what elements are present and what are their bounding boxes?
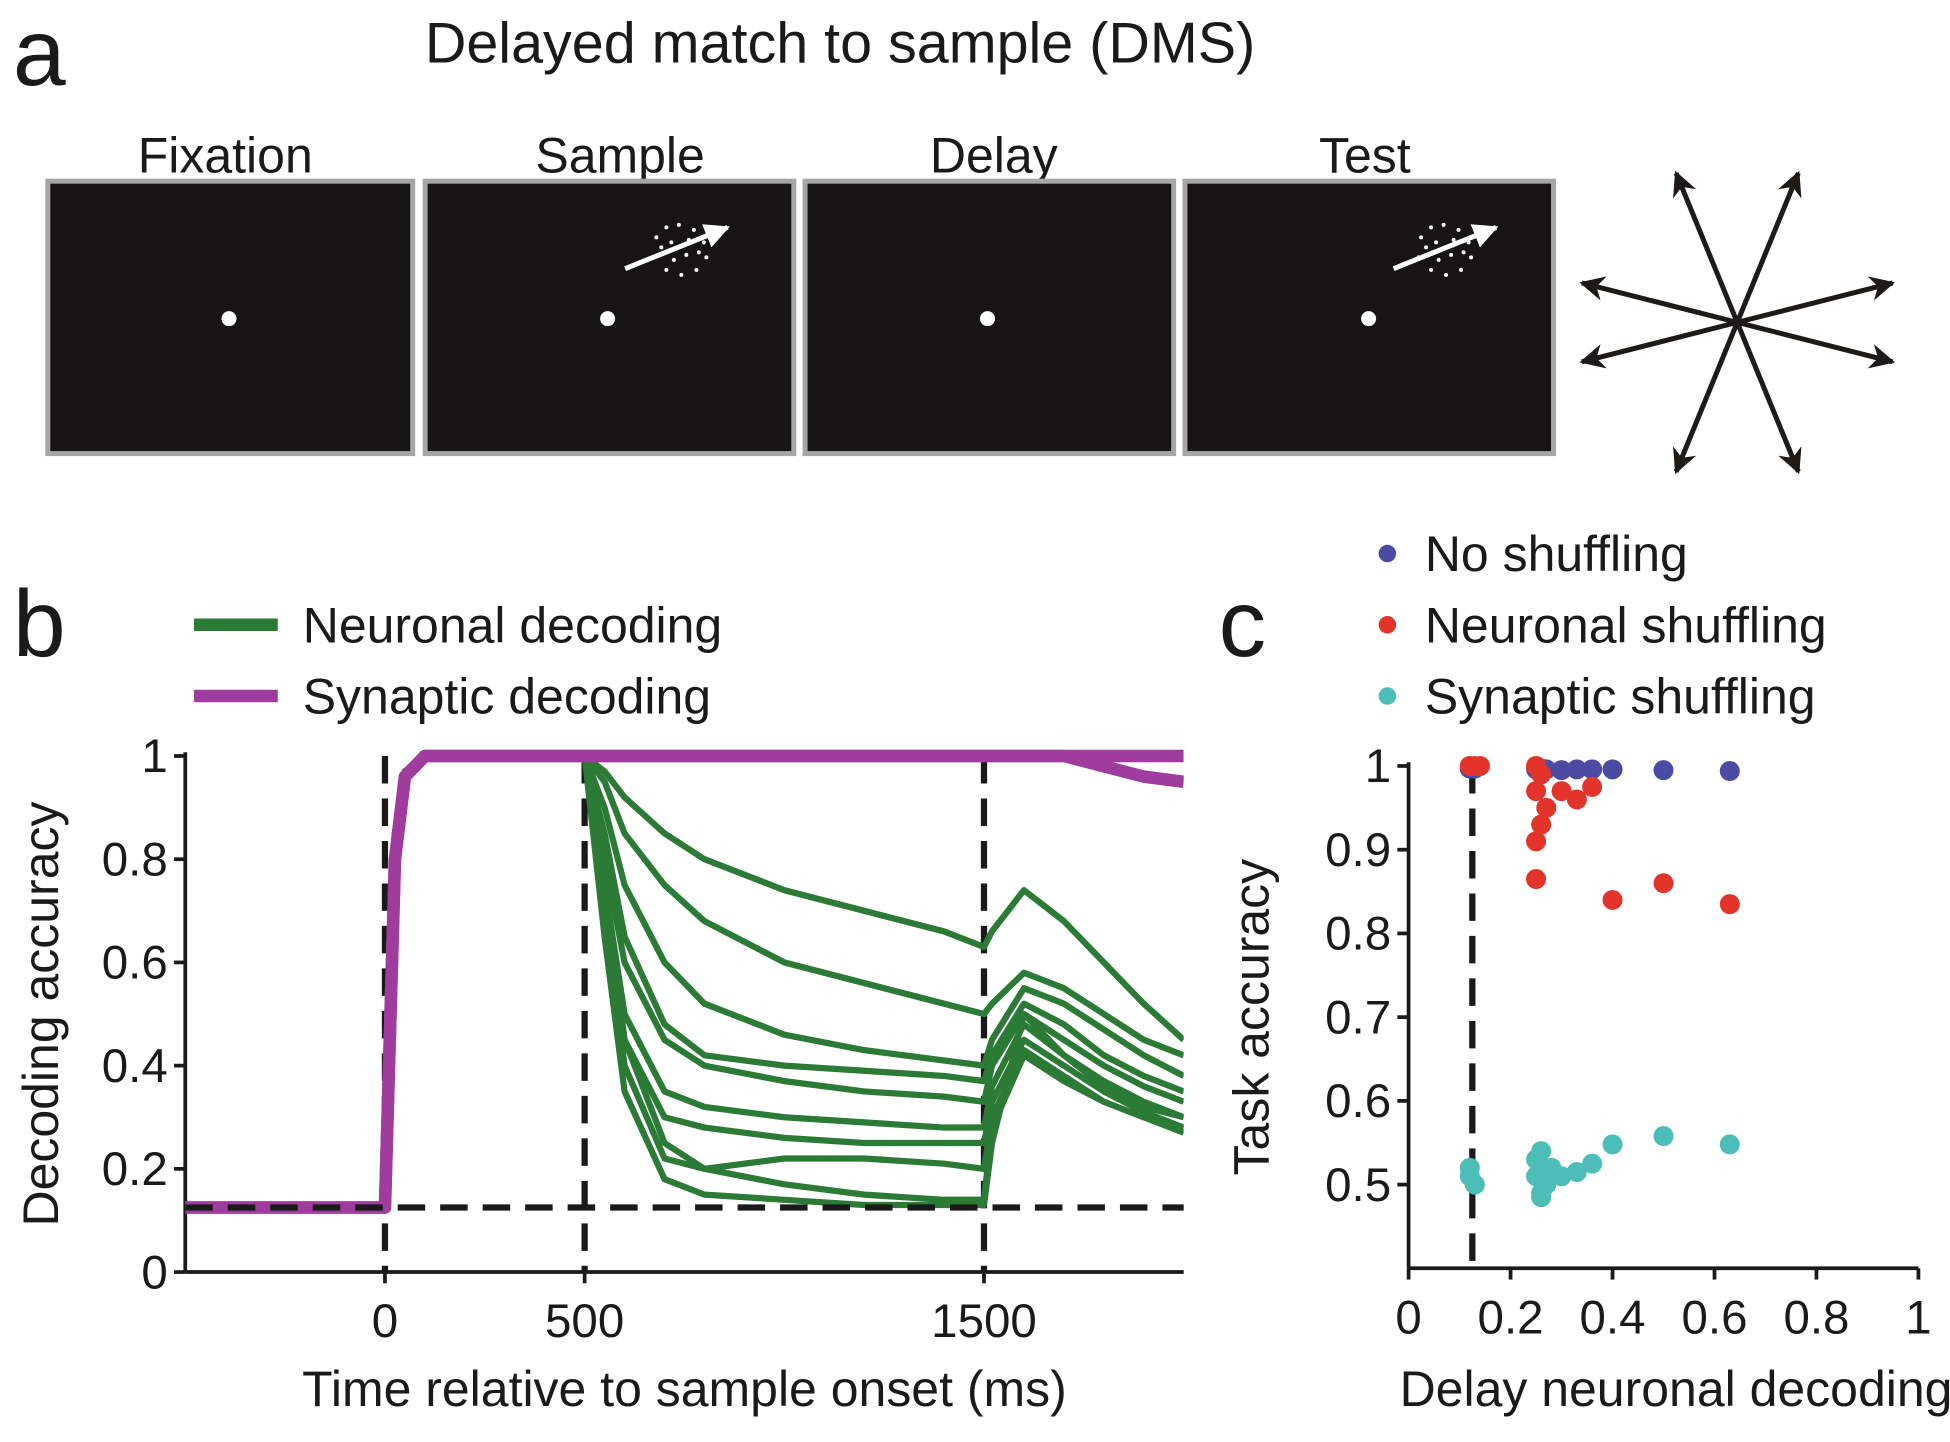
- direction-arrow: [1673, 321, 1740, 475]
- scatter-point: [1719, 1134, 1740, 1155]
- panel-title: Delayed match to sample (DMS): [425, 11, 1255, 75]
- scatter-point: [1566, 1162, 1587, 1183]
- legend-label: Synaptic shuffling: [1425, 669, 1816, 725]
- scatter-point: [1602, 889, 1623, 910]
- scatter-point: [1526, 869, 1547, 890]
- x-tick-label: 1: [1905, 1291, 1931, 1344]
- direction-star: [1579, 170, 1896, 475]
- y-axis-label: Task accuracy: [1224, 859, 1280, 1176]
- panel-letter: a: [13, 0, 66, 106]
- y-tick-label: 0.5: [1325, 1159, 1391, 1212]
- legend-marker: [1378, 687, 1397, 705]
- frame-label: Sample: [535, 127, 704, 183]
- motion-arrow: [1392, 224, 1499, 271]
- panel-a: a Delayed match to sample (DMS) Fixation…: [13, 0, 1896, 475]
- fixation-dot: [1361, 311, 1377, 327]
- y-tick-label: 0.8: [1325, 908, 1391, 961]
- x-tick-label: 0.4: [1580, 1291, 1646, 1344]
- scatter-point: [1531, 764, 1552, 785]
- panel-letter: c: [1219, 571, 1266, 677]
- neuronal-line: [185, 752, 1184, 1211]
- panel-letter: b: [13, 571, 66, 677]
- x-axis-label: Delay neuronal decoding: [1400, 1361, 1950, 1417]
- scatter-point: [1582, 759, 1603, 780]
- direction-arrow: [1734, 170, 1802, 324]
- motion-arrow: [624, 224, 730, 271]
- x-tick-label: 0.8: [1783, 1291, 1849, 1344]
- legend-label: Neuronal shuffling: [1425, 597, 1827, 653]
- legend-marker: [1378, 616, 1397, 634]
- scatter-point: [1602, 759, 1623, 780]
- frame-label: Fixation: [138, 127, 313, 183]
- direction-arrow: [1736, 319, 1896, 369]
- scatter-point: [1653, 760, 1674, 781]
- legend-label: Neuronal decoding: [303, 597, 723, 653]
- fixation-dot: [979, 311, 995, 327]
- y-tick-label: 0.6: [102, 937, 168, 990]
- frame-label: Test: [1319, 127, 1411, 183]
- scatter-point: [1653, 1126, 1674, 1147]
- scatter-point: [1531, 814, 1552, 835]
- y-tick-label: 1: [1365, 740, 1391, 793]
- x-tick-label: 0: [372, 1295, 398, 1348]
- frame-label: Delay: [930, 127, 1058, 183]
- scatter-point: [1719, 761, 1740, 782]
- direction-arrow: [1579, 319, 1738, 369]
- direction-arrow: [1579, 276, 1738, 325]
- scatter-point: [1536, 797, 1557, 818]
- direction-arrow: [1734, 321, 1802, 475]
- scatter-point: [1551, 760, 1572, 781]
- x-tick-label: 500: [545, 1295, 624, 1348]
- scatter-point: [1551, 781, 1572, 802]
- scatter-point: [1526, 781, 1547, 802]
- y-tick-label: 0.2: [102, 1143, 168, 1196]
- y-tick-label: 0.7: [1325, 991, 1391, 1044]
- scatter-point: [1531, 1187, 1552, 1208]
- y-tick-label: 0.6: [1325, 1075, 1391, 1128]
- fixation-dot: [600, 311, 616, 327]
- direction-arrow: [1673, 170, 1740, 324]
- scatter-point: [1526, 831, 1547, 852]
- x-tick-label: 0: [1395, 1291, 1421, 1344]
- scatter-point: [1582, 776, 1603, 797]
- scatter-point: [1566, 759, 1587, 780]
- scatter-point: [1469, 755, 1490, 776]
- legend-label: Synaptic decoding: [303, 669, 711, 725]
- scatter-point: [1602, 1134, 1623, 1155]
- scatter-point: [1653, 873, 1674, 894]
- y-axis-label: Decoding accuracy: [13, 802, 69, 1227]
- x-tick-label: 0.6: [1681, 1291, 1747, 1344]
- legend-marker: [1378, 544, 1397, 563]
- x-tick-label: 1500: [931, 1295, 1037, 1348]
- y-tick-label: 0.9: [1325, 824, 1391, 877]
- scatter-point: [1459, 1166, 1480, 1187]
- legend-label: No shuffling: [1425, 526, 1688, 582]
- x-tick-label: 0.2: [1478, 1291, 1544, 1344]
- direction-arrow: [1736, 276, 1896, 325]
- scatter-point: [1566, 789, 1587, 810]
- synaptic-line: [185, 749, 1184, 1214]
- scatter-point: [1719, 894, 1740, 915]
- y-tick-label: 1: [141, 730, 167, 783]
- y-tick-label: 0.8: [102, 833, 168, 886]
- scatter-point: [1582, 1153, 1603, 1174]
- scatter-point: [1526, 1149, 1547, 1170]
- scatter-point: [1551, 1166, 1572, 1187]
- y-tick-label: 0: [141, 1246, 167, 1299]
- y-tick-label: 0.4: [102, 1040, 168, 1093]
- fixation-dot: [221, 311, 237, 327]
- x-axis-label: Time relative to sample onset (ms): [302, 1361, 1067, 1417]
